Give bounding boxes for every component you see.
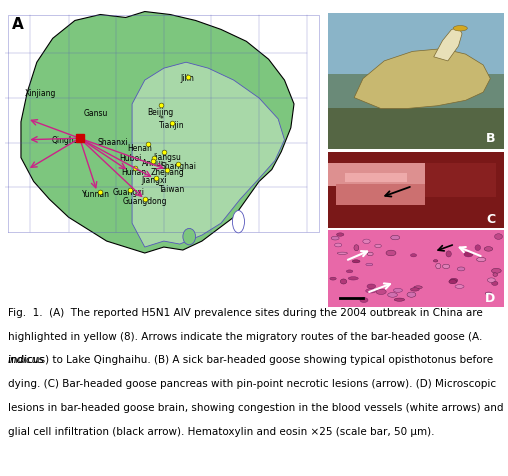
Bar <box>425 164 496 198</box>
Text: Shaanxi: Shaanxi <box>98 138 129 147</box>
Text: highlighted in yellow (8). Arrows indicate the migratory routes of the bar-heade: highlighted in yellow (8). Arrows indica… <box>8 331 482 341</box>
Ellipse shape <box>386 251 396 256</box>
Text: Gansu: Gansu <box>83 109 108 118</box>
Ellipse shape <box>410 254 417 258</box>
Ellipse shape <box>367 284 375 289</box>
Ellipse shape <box>485 292 492 295</box>
Ellipse shape <box>436 264 441 269</box>
Ellipse shape <box>330 278 336 280</box>
Ellipse shape <box>457 268 465 271</box>
Ellipse shape <box>487 278 495 283</box>
Ellipse shape <box>393 289 402 293</box>
Ellipse shape <box>331 237 339 240</box>
Polygon shape <box>434 28 462 62</box>
Ellipse shape <box>183 229 196 245</box>
Text: Fig.  1.  (A)  The reported H5N1 AIV prevalence sites during the 2004 outbreak i: Fig. 1. (A) The reported H5N1 AIV preval… <box>8 307 483 317</box>
Text: D: D <box>485 291 496 304</box>
Ellipse shape <box>410 288 419 291</box>
Text: Shanghai: Shanghai <box>160 161 196 170</box>
Bar <box>328 14 504 75</box>
Text: Yunnan: Yunnan <box>82 189 110 198</box>
Ellipse shape <box>232 211 244 233</box>
Ellipse shape <box>484 247 493 252</box>
Text: A: A <box>11 17 23 32</box>
Text: C: C <box>487 212 496 226</box>
Ellipse shape <box>335 244 342 248</box>
Ellipse shape <box>388 293 397 298</box>
Text: Guangdong: Guangdong <box>122 197 167 206</box>
Ellipse shape <box>366 289 376 293</box>
Ellipse shape <box>366 264 373 266</box>
Text: Zhejiang: Zhejiang <box>150 167 184 176</box>
Ellipse shape <box>346 270 353 273</box>
Ellipse shape <box>391 236 400 240</box>
Text: Hunan: Hunan <box>121 167 146 176</box>
Text: Anhui: Anhui <box>142 158 164 167</box>
Text: Jilin: Jilin <box>181 73 195 82</box>
Ellipse shape <box>352 260 360 263</box>
Ellipse shape <box>442 265 450 269</box>
Ellipse shape <box>455 285 464 289</box>
Ellipse shape <box>337 253 347 255</box>
Text: Guangxi: Guangxi <box>113 188 145 197</box>
Text: B: B <box>486 131 496 145</box>
Text: *: * <box>160 115 164 124</box>
Text: glial cell infiltration (black arrow). Hematoxylin and eosin ×25 (scale bar, 50 : glial cell infiltration (black arrow). H… <box>8 426 434 436</box>
Ellipse shape <box>493 273 497 277</box>
Text: Jiangsu: Jiangsu <box>153 152 181 161</box>
Text: Xinjiang: Xinjiang <box>24 89 56 97</box>
Text: Tianjin: Tianjin <box>159 121 184 130</box>
Ellipse shape <box>449 280 457 284</box>
Bar <box>328 164 434 187</box>
Ellipse shape <box>363 239 370 244</box>
Ellipse shape <box>375 245 382 248</box>
Ellipse shape <box>367 253 373 256</box>
Text: Hubei: Hubei <box>119 154 142 163</box>
Ellipse shape <box>376 289 386 295</box>
Polygon shape <box>132 63 284 248</box>
Polygon shape <box>354 50 490 109</box>
Bar <box>345 174 407 183</box>
Ellipse shape <box>360 298 368 303</box>
Ellipse shape <box>477 258 486 262</box>
Ellipse shape <box>475 245 481 251</box>
Ellipse shape <box>414 286 422 289</box>
Text: indicus) to Lake Qinghaihu. (B) A sick bar-headed goose showing typical opisthot: indicus) to Lake Qinghaihu. (B) A sick b… <box>8 355 493 365</box>
Ellipse shape <box>394 298 405 302</box>
Text: indicus: indicus <box>8 355 44 365</box>
Ellipse shape <box>340 279 347 285</box>
Text: Beijing: Beijing <box>147 108 174 117</box>
Ellipse shape <box>446 251 451 258</box>
Text: Jiangxi: Jiangxi <box>141 176 167 185</box>
Ellipse shape <box>492 282 498 286</box>
Ellipse shape <box>336 233 344 237</box>
Text: Qinghai: Qinghai <box>52 136 82 145</box>
Ellipse shape <box>450 278 458 283</box>
Text: lesions in bar-headed goose brain, showing congestion in the blood vessels (whit: lesions in bar-headed goose brain, showi… <box>8 402 503 412</box>
Bar <box>328 75 504 109</box>
Bar <box>336 184 425 206</box>
Text: dying. (C) Bar-headed goose pancreas with pin-point necrotic lesions (arrow). (D: dying. (C) Bar-headed goose pancreas wit… <box>8 378 496 388</box>
Ellipse shape <box>464 252 473 258</box>
Bar <box>328 109 504 150</box>
Ellipse shape <box>491 269 501 274</box>
Text: Taiwan: Taiwan <box>158 185 185 194</box>
Polygon shape <box>21 12 294 253</box>
Ellipse shape <box>433 260 438 262</box>
Text: Henan: Henan <box>128 143 152 152</box>
Ellipse shape <box>495 234 502 240</box>
Ellipse shape <box>348 277 358 280</box>
Ellipse shape <box>354 245 359 251</box>
Ellipse shape <box>453 27 467 32</box>
Ellipse shape <box>407 292 416 298</box>
